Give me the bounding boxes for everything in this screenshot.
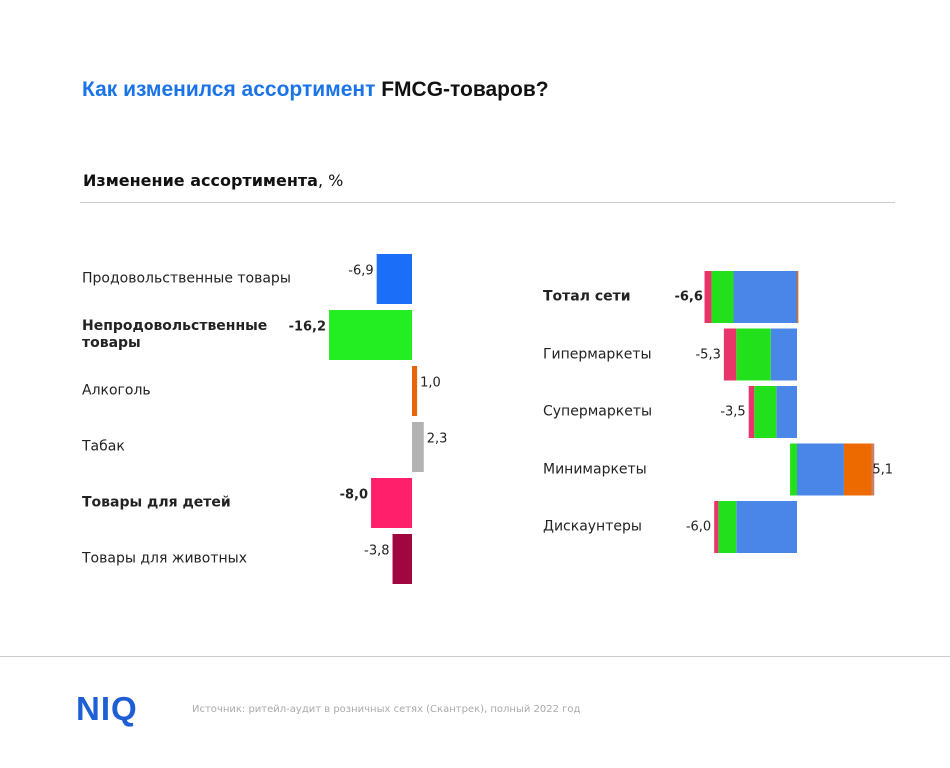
bar-segment	[790, 443, 797, 496]
value-label: -8,0	[339, 487, 369, 503]
bar	[371, 478, 412, 528]
bar-segment	[776, 386, 797, 438]
bar-segment	[797, 271, 799, 323]
value-label: -6,0	[685, 519, 712, 535]
chart-subtitle: Изменение ассортимента, %	[83, 171, 343, 190]
category-label: Дискаунтеры	[543, 518, 642, 535]
subtitle-part: Изменение ассортимента	[83, 171, 318, 190]
title-part: FMCG-товаров?	[381, 78, 549, 101]
category-label: Алкоголь	[82, 382, 151, 399]
logo: NIQ	[76, 690, 138, 727]
value-label: -16,2	[288, 319, 327, 335]
bar-segment	[748, 386, 755, 438]
page-title: Как изменился ассортимент FMCG-товаров?	[82, 78, 549, 102]
bar-segment	[736, 328, 771, 381]
value-label: 2,3	[426, 431, 448, 447]
category-label: Супермаркеты	[543, 403, 653, 420]
bar-segment	[718, 501, 737, 553]
category-label: Табак	[82, 438, 125, 455]
category-label: Тотал сети	[543, 288, 631, 305]
bar-segment	[723, 328, 737, 381]
value-label: -3,5	[720, 404, 746, 420]
bar	[412, 422, 424, 472]
bar-segment	[733, 271, 797, 323]
title-part: Как изменился ассортимент	[82, 78, 376, 101]
footer-divider	[0, 656, 950, 657]
bar-segment	[770, 328, 797, 381]
bar	[412, 366, 418, 416]
category-label: Минимаркеты	[543, 461, 647, 477]
category-label: Товары для животных	[82, 550, 248, 567]
bar-segment	[736, 501, 797, 553]
bar-segment	[754, 386, 777, 438]
value-label: 5,1	[872, 462, 894, 477]
bar-segment	[711, 271, 734, 323]
value-label: -6,9	[348, 263, 374, 279]
value-label: -6,6	[674, 289, 703, 305]
category-label: Непродовольственные товары	[82, 318, 268, 351]
subtitle-part: , %	[317, 171, 344, 190]
bar	[376, 254, 412, 304]
divider	[80, 202, 895, 203]
value-label: -5,3	[695, 347, 721, 362]
category-label: Продовольственные товары	[82, 270, 291, 287]
bar	[329, 310, 412, 360]
bar	[392, 534, 412, 584]
source-note: Источник: ритейл-аудит в розничных сетях…	[192, 704, 581, 715]
bar-segment	[871, 443, 875, 496]
bar-segment	[704, 271, 712, 323]
bar-segment	[714, 501, 719, 553]
bar-segment	[797, 443, 844, 496]
bar-segment	[843, 443, 872, 496]
value-label: 1,0	[420, 375, 441, 391]
category-label: Гипермаркеты	[543, 346, 652, 362]
value-label: -3,8	[364, 543, 390, 559]
category-label: Товары для детей	[82, 494, 231, 511]
